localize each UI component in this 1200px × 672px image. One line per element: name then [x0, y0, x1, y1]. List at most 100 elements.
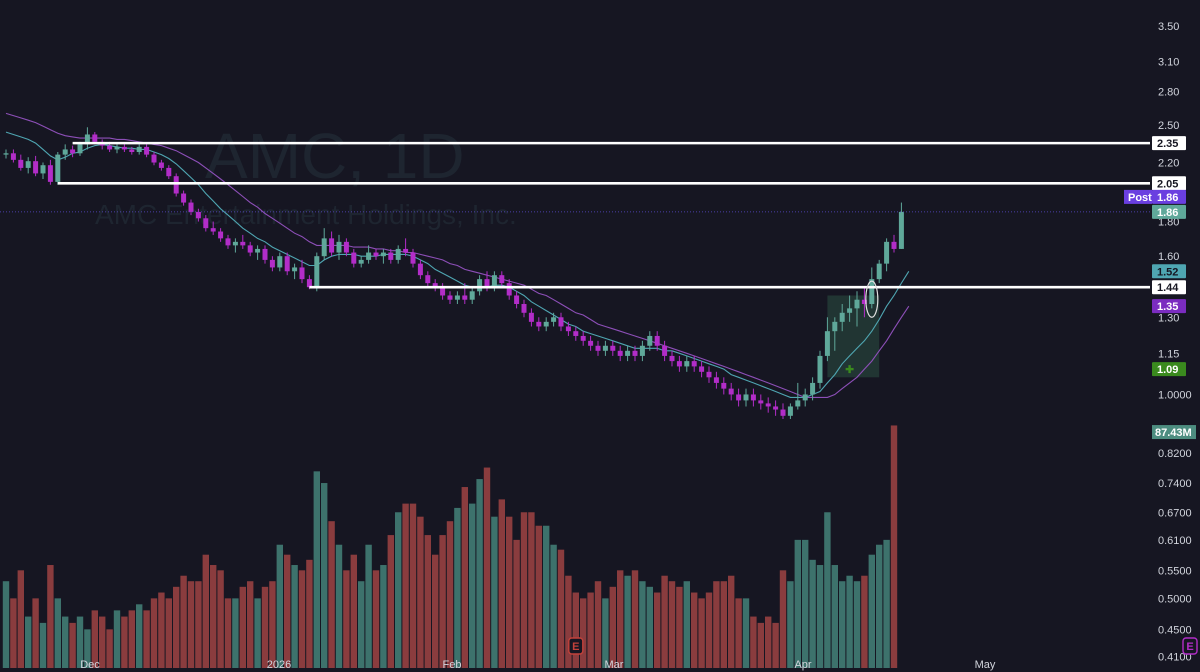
candle — [343, 238, 349, 257]
volume-bar — [557, 549, 565, 668]
candle-body — [499, 275, 505, 284]
candle — [773, 400, 779, 416]
candle — [536, 317, 542, 332]
price-tick-label: 3.10 — [1158, 57, 1179, 69]
volume-bar — [720, 581, 727, 668]
earnings-marker-bg — [568, 637, 584, 655]
volume-bar — [765, 616, 772, 668]
volume-badge: 87.43M — [1152, 425, 1196, 440]
candle — [595, 340, 601, 356]
candle — [454, 291, 460, 305]
time-axis[interactable]: Dec 2026 Feb Mar Apr May — [80, 659, 996, 671]
volume-bar — [210, 565, 217, 668]
candle-body — [669, 355, 675, 362]
volume-bar — [143, 610, 150, 668]
candle — [284, 252, 290, 276]
candle-body — [144, 146, 150, 155]
candle — [395, 245, 401, 264]
earnings-marker-bg — [1182, 637, 1198, 655]
candle — [750, 388, 756, 407]
volume-bar — [298, 570, 306, 668]
volume-bar — [380, 565, 387, 668]
candle — [262, 245, 268, 264]
volume-bar — [661, 575, 668, 668]
candle-body — [218, 231, 224, 239]
candle-body — [425, 275, 431, 284]
candle — [676, 355, 682, 372]
candle — [55, 152, 61, 185]
candle — [898, 202, 904, 249]
candle — [173, 173, 179, 197]
volume-bar — [676, 586, 683, 668]
candle-body — [773, 406, 779, 410]
candle-body — [151, 154, 157, 163]
candle-body — [662, 345, 668, 356]
candle-body — [558, 317, 564, 327]
candle — [506, 279, 512, 300]
candle — [521, 299, 527, 318]
candle-body — [410, 252, 416, 264]
last-price-badge-bg — [1152, 204, 1186, 219]
candle-body — [514, 295, 520, 305]
candle-body — [188, 202, 194, 212]
candle-body — [632, 350, 638, 356]
candle — [321, 228, 327, 260]
volume-bar — [99, 616, 106, 668]
candle-body — [292, 267, 298, 272]
last-price-badge-text: 1.86 — [1157, 207, 1178, 219]
volume-bar — [572, 592, 579, 668]
volume-bar — [417, 516, 424, 668]
level-badge-144-text: 1.44 — [1157, 282, 1179, 294]
volume-bar — [387, 535, 394, 668]
volume-bar — [831, 565, 838, 668]
candle-body — [884, 241, 890, 264]
candle-body — [10, 153, 16, 160]
price-tick-label: 1.60 — [1158, 251, 1179, 263]
price-axis[interactable]: 3.50 3.10 2.80 2.50 2.20 1.80 1.60 1.30 1.15 1.00… — [1158, 21, 1192, 664]
ma-slow-badge-text: 1.35 — [1157, 301, 1178, 313]
candle-body — [477, 279, 483, 292]
candle — [195, 208, 201, 222]
volume-bar — [654, 592, 661, 668]
volume-bar — [335, 544, 343, 668]
volume-bar — [683, 581, 690, 668]
candle — [25, 157, 31, 174]
volume-bar — [2, 581, 10, 668]
volume-bar — [395, 512, 402, 668]
candle — [580, 331, 586, 346]
price-tick-label: 2.50 — [1158, 120, 1179, 132]
candle — [432, 279, 438, 292]
candle-body — [225, 238, 231, 246]
candle — [699, 361, 705, 378]
candle — [558, 312, 564, 332]
price-tick-label: 0.7400 — [1158, 478, 1192, 490]
volume-bar — [269, 581, 276, 668]
candle — [10, 149, 16, 163]
volume-bar — [624, 575, 631, 668]
candle — [314, 252, 320, 292]
candle-body — [284, 256, 290, 272]
post-label-text: Post — [1128, 192, 1152, 204]
candle-body — [121, 146, 127, 150]
volume-bar — [313, 471, 320, 668]
post-price-badge-bg — [1152, 189, 1186, 204]
volume-bar — [91, 610, 98, 668]
volume-bar — [520, 512, 528, 668]
candle — [832, 317, 838, 351]
annotations — [845, 280, 879, 374]
signal-plus-icon — [845, 365, 854, 374]
candle-body — [47, 165, 53, 182]
candle — [669, 350, 675, 367]
candle-body — [343, 241, 349, 253]
signal-badge-text: 1.09 — [1157, 364, 1178, 376]
volume-bar — [136, 604, 143, 668]
candle — [447, 291, 453, 305]
candle-body — [84, 134, 90, 145]
candle-body — [891, 241, 897, 249]
level-badge-205-text: 2.05 — [1157, 178, 1178, 190]
volume-bar — [631, 570, 639, 668]
candle — [417, 259, 423, 280]
candle-body — [824, 331, 830, 356]
